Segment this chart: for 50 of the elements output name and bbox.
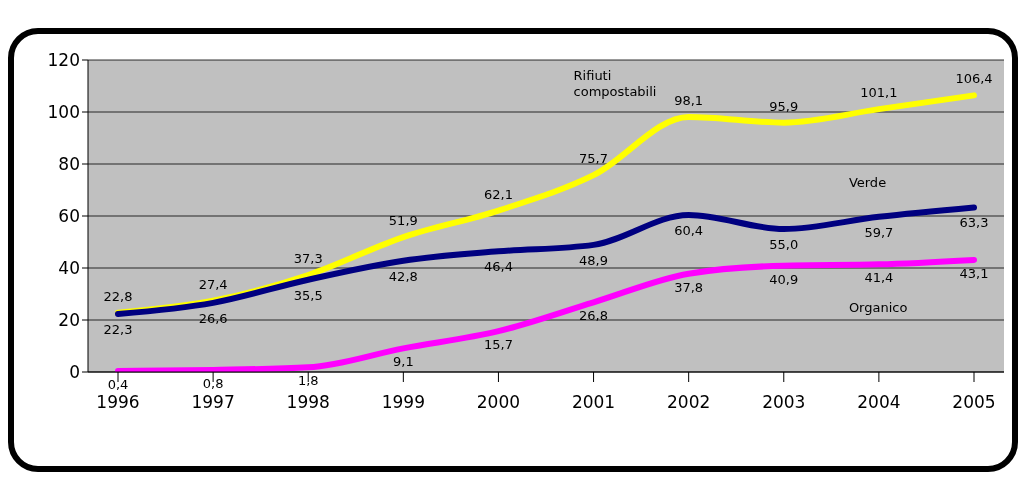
data-label: 95,9: [769, 98, 799, 114]
data-label: 60,4: [674, 222, 704, 238]
x-tick-label: 2003: [762, 392, 806, 413]
data-label: 59,7: [864, 224, 894, 240]
x-tick-label: 1996: [96, 392, 140, 413]
data-label: 48,9: [579, 252, 609, 268]
data-label: 27,4: [198, 276, 228, 292]
data-label: 106,4: [955, 71, 993, 87]
text: Organico: [848, 300, 908, 316]
data-label: 0,4: [107, 376, 129, 392]
text: Verde: [848, 174, 887, 190]
x-tick-label: 2002: [667, 392, 711, 413]
data-label: 0,8: [202, 375, 224, 391]
data-label: 22,3: [103, 322, 133, 338]
data-label: 15,7: [483, 337, 513, 353]
y-tick-label: 60: [58, 206, 80, 227]
data-label: 9,1: [392, 354, 414, 370]
y-tick-label: 40: [58, 258, 80, 279]
y-tick-label: 100: [47, 102, 80, 123]
y-tick-label: 20: [58, 310, 80, 331]
data-label: 98,1: [674, 92, 704, 108]
data-label: 63,3: [959, 215, 989, 231]
data-label: 37,8: [674, 279, 704, 295]
data-label: 42,8: [388, 268, 418, 284]
data-label: 1,8: [297, 373, 319, 389]
data-label: 41,4: [864, 270, 894, 286]
x-tick-label: 2005: [952, 392, 996, 413]
data-label: 62,1: [483, 186, 513, 202]
x-tick-label: 2004: [857, 392, 901, 413]
x-tick-label: 1999: [381, 392, 425, 413]
y-tick-label: 120: [47, 50, 80, 71]
y-tick-label: 80: [58, 154, 80, 175]
y-tick-label: 0: [69, 362, 80, 383]
data-label: 55,0: [769, 237, 799, 252]
data-label: 43,1: [959, 265, 989, 281]
data-label: 75,7: [579, 151, 609, 167]
x-tick-label: 1998: [286, 392, 330, 413]
data-label: 51,9: [388, 213, 418, 229]
data-label: 46,4: [483, 259, 513, 275]
data-label: 37,3: [293, 251, 323, 267]
data-label: 22,8: [103, 288, 133, 304]
x-tick-label: 2000: [476, 392, 521, 413]
data-label: 101,1: [860, 85, 898, 101]
data-label: 26,6: [198, 310, 228, 326]
x-tick-label: 1997: [191, 392, 235, 413]
data-label: 40,9: [769, 271, 799, 287]
series-label: Rifiuti compostabili: [573, 68, 657, 100]
data-label: 35,5: [293, 287, 323, 303]
x-tick-label: 2001: [571, 392, 616, 413]
data-label: 26,8: [579, 308, 609, 324]
